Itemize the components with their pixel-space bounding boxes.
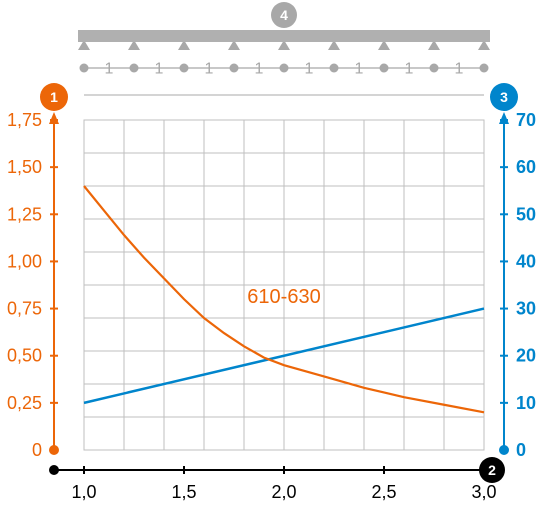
y-left-tick-label: 1,50 <box>7 157 42 177</box>
ruler-seg-label: 1 <box>205 61 214 78</box>
svg-text:3: 3 <box>500 89 508 105</box>
ruler-seg-label: 1 <box>355 61 364 78</box>
ruler-seg-label: 1 <box>305 61 314 78</box>
y-left-tick-label: 0,75 <box>7 299 42 319</box>
y-left-tick-label: 1,25 <box>7 204 42 224</box>
x-tick-label: 2,5 <box>371 482 396 502</box>
y-right-tick-label: 0 <box>516 440 526 460</box>
svg-text:2: 2 <box>488 462 496 478</box>
y-right-axis: 0 10 20 30 40 50 60 70 3 <box>490 83 536 460</box>
top-ruler: 1 1 1 1 1 1 1 1 4 <box>78 2 490 95</box>
y-left-tick-label: 0,50 <box>7 346 42 366</box>
y-left-tick-label: 0,25 <box>7 393 42 413</box>
y-left-tick-label: 0 <box>32 440 42 460</box>
y-right-tick-label: 50 <box>516 204 536 224</box>
y-right-tick-label: 60 <box>516 157 536 177</box>
y-right-tick-label: 10 <box>516 393 536 413</box>
y-right-tick-label: 40 <box>516 251 536 271</box>
x-tick-label: 2,0 <box>271 482 296 502</box>
ruler-seg-label: 1 <box>255 61 264 78</box>
y-left-tick-label: 1,00 <box>7 251 42 271</box>
ruler-seg-label: 1 <box>155 61 164 78</box>
x-axis: 1,0 1,5 2,0 2,5 3,0 2 <box>49 457 505 502</box>
orange-series-label: 610-630 <box>247 286 320 308</box>
x-tick-label: 1,0 <box>71 482 96 502</box>
x-tick-label: 1,5 <box>171 482 196 502</box>
y-right-tick-label: 70 <box>516 110 536 130</box>
y-left-tick-label: 1,75 <box>7 110 42 130</box>
ruler-seg-label: 1 <box>405 61 414 78</box>
ruler-seg-label: 1 <box>455 61 464 78</box>
y-left-axis: 0 0,25 0,50 0,75 1,00 1,25 1,50 1,75 1 <box>7 83 68 460</box>
y-right-tick-label: 20 <box>516 346 536 366</box>
svg-text:4: 4 <box>280 7 288 23</box>
x-tick-label: 3,0 <box>471 482 496 502</box>
svg-text:1: 1 <box>50 89 58 105</box>
ruler-seg-label: 1 <box>105 61 114 78</box>
y-right-tick-label: 30 <box>516 299 536 319</box>
